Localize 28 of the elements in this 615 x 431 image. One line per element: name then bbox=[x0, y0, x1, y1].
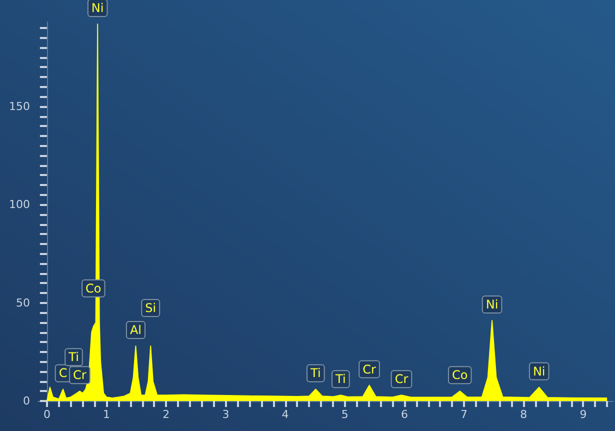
x-tick-label: 1 bbox=[103, 408, 110, 421]
x-tick-label: 3 bbox=[222, 408, 230, 421]
annotation: Cr bbox=[73, 368, 86, 382]
x-tick-label: 9 bbox=[580, 408, 587, 421]
annotation: Ni bbox=[486, 297, 498, 312]
y-tick-label: 50 bbox=[16, 296, 30, 310]
annotation: Ni bbox=[91, 0, 104, 15]
y-tick-label: 0 bbox=[23, 394, 30, 408]
annotation: Ti bbox=[68, 350, 79, 364]
x-tick-label: 5 bbox=[341, 408, 348, 421]
x-tick-label: 4 bbox=[282, 408, 289, 421]
annotation: Si bbox=[145, 301, 156, 316]
x-tick-label: 6 bbox=[400, 408, 408, 421]
y-tick-label: 100 bbox=[9, 198, 30, 212]
x-tick-label: 8 bbox=[520, 408, 528, 421]
annotation: Co bbox=[86, 281, 102, 296]
annotation: Ni bbox=[532, 364, 546, 378]
annotation: C bbox=[58, 366, 68, 380]
x-tick-label: 0 bbox=[43, 408, 50, 421]
annotation: Ti bbox=[334, 372, 346, 386]
annotation: Co bbox=[452, 368, 468, 382]
annotation: Al bbox=[130, 323, 142, 338]
annotation: Cr bbox=[394, 372, 408, 386]
x-tick-label: 2 bbox=[162, 408, 170, 421]
annotation: Cr bbox=[362, 362, 376, 376]
annotation: Ti bbox=[310, 366, 321, 380]
y-tick-label: 150 bbox=[9, 100, 30, 113]
x-tick-label: 7 bbox=[460, 408, 468, 421]
